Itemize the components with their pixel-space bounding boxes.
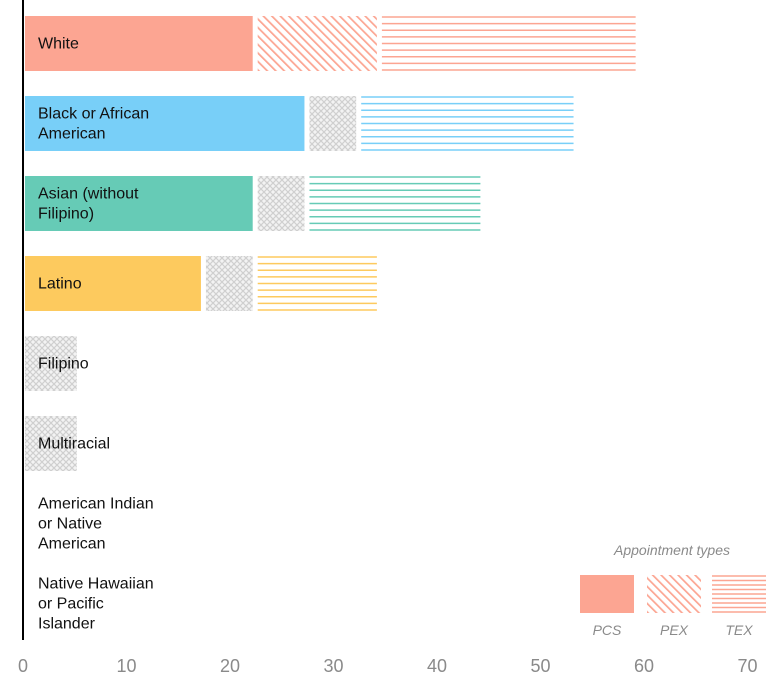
legend-label-tex: TEX [725,622,753,638]
category-label: Filipino [38,356,89,373]
legend: Appointment types PCS PEX TEX [580,542,766,638]
category-label: American [38,126,106,143]
bar-pex-black-or-african-american [309,96,357,151]
x-tick-label: 40 [427,656,447,676]
legend-swatch-pcs [580,575,634,613]
bar-pex-white [257,16,377,71]
category-label: American Indian [38,496,154,513]
category-label: Islander [38,616,96,633]
bar-pcs-white [25,16,253,71]
x-tick-label: 20 [220,656,240,676]
bar-tex-latino [257,256,377,311]
legend-title: Appointment types [613,542,730,558]
x-tick-label: 0 [18,656,28,676]
x-tick-label: 60 [634,656,654,676]
x-tick-label: 10 [116,656,136,676]
x-tick-label: 30 [323,656,343,676]
category-label: American [38,536,106,553]
x-tick-labels: 0 10 20 30 40 50 60 70 [18,656,758,676]
x-tick-label: 50 [530,656,550,676]
bar-pex-asian-without-filipino [257,176,305,231]
bar-pcs-black-or-african-american [25,96,305,151]
bars-group [25,16,636,471]
category-label: Asian (without [38,186,139,203]
legend-swatch-pex [647,575,701,613]
category-label: or Pacific [38,596,104,613]
legend-swatch-tex [712,575,766,613]
category-label: Filipino) [38,206,94,223]
legend-label-pcs: PCS [593,622,622,638]
category-label: White [38,36,79,53]
category-label: Black or African [38,106,149,123]
bar-pex-multiracial [25,416,77,471]
bar-tex-black-or-african-american [361,96,574,151]
bar-tex-asian-without-filipino [309,176,481,231]
bar-pcs-asian-without-filipino [25,176,253,231]
category-labels: White Black or African American Asian (with… [38,36,154,633]
category-label: Multiracial [38,436,110,453]
bar-pcs-latino [25,256,201,311]
x-tick-label: 70 [737,656,757,676]
legend-label-pex: PEX [660,622,689,638]
bar-pex-latino [205,256,253,311]
category-label: or Native [38,516,102,533]
category-label: Latino [38,276,82,293]
bar-pex-filipino [25,336,77,391]
category-label: Native Hawaiian [38,576,154,593]
bar-tex-white [381,16,636,71]
